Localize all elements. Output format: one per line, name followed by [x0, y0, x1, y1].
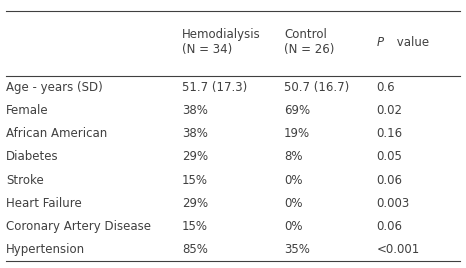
- Text: Coronary Artery Disease: Coronary Artery Disease: [6, 220, 151, 233]
- Text: Stroke: Stroke: [6, 174, 44, 187]
- Text: 0.16: 0.16: [377, 127, 403, 140]
- Text: Hypertension: Hypertension: [6, 243, 85, 256]
- Text: African American: African American: [6, 127, 107, 140]
- Text: 29%: 29%: [182, 197, 208, 210]
- Text: 51.7 (17.3): 51.7 (17.3): [182, 81, 247, 94]
- Text: 38%: 38%: [182, 104, 208, 117]
- Text: 38%: 38%: [182, 127, 208, 140]
- Text: 0.06: 0.06: [377, 174, 403, 187]
- Text: 15%: 15%: [182, 220, 208, 233]
- Text: Hemodialysis
(N = 34): Hemodialysis (N = 34): [182, 28, 261, 57]
- Text: Heart Failure: Heart Failure: [6, 197, 82, 210]
- Text: 0.05: 0.05: [377, 150, 403, 163]
- Text: 15%: 15%: [182, 174, 208, 187]
- Text: 0%: 0%: [284, 220, 302, 233]
- Text: 0.003: 0.003: [377, 197, 410, 210]
- Text: 29%: 29%: [182, 150, 208, 163]
- Text: 8%: 8%: [284, 150, 302, 163]
- Text: 0%: 0%: [284, 174, 302, 187]
- Text: P: P: [377, 36, 384, 49]
- Text: 85%: 85%: [182, 243, 208, 256]
- Text: 19%: 19%: [284, 127, 310, 140]
- Text: value: value: [393, 36, 429, 49]
- Text: 0.02: 0.02: [377, 104, 403, 117]
- Text: 35%: 35%: [284, 243, 310, 256]
- Text: 69%: 69%: [284, 104, 310, 117]
- Text: <0.001: <0.001: [377, 243, 420, 256]
- Text: Control
(N = 26): Control (N = 26): [284, 28, 334, 57]
- Text: Age - years (SD): Age - years (SD): [6, 81, 103, 94]
- Text: Diabetes: Diabetes: [6, 150, 59, 163]
- Text: 0%: 0%: [284, 197, 302, 210]
- Text: 0.6: 0.6: [377, 81, 395, 94]
- Text: 50.7 (16.7): 50.7 (16.7): [284, 81, 349, 94]
- Text: 0.06: 0.06: [377, 220, 403, 233]
- Text: Female: Female: [6, 104, 48, 117]
